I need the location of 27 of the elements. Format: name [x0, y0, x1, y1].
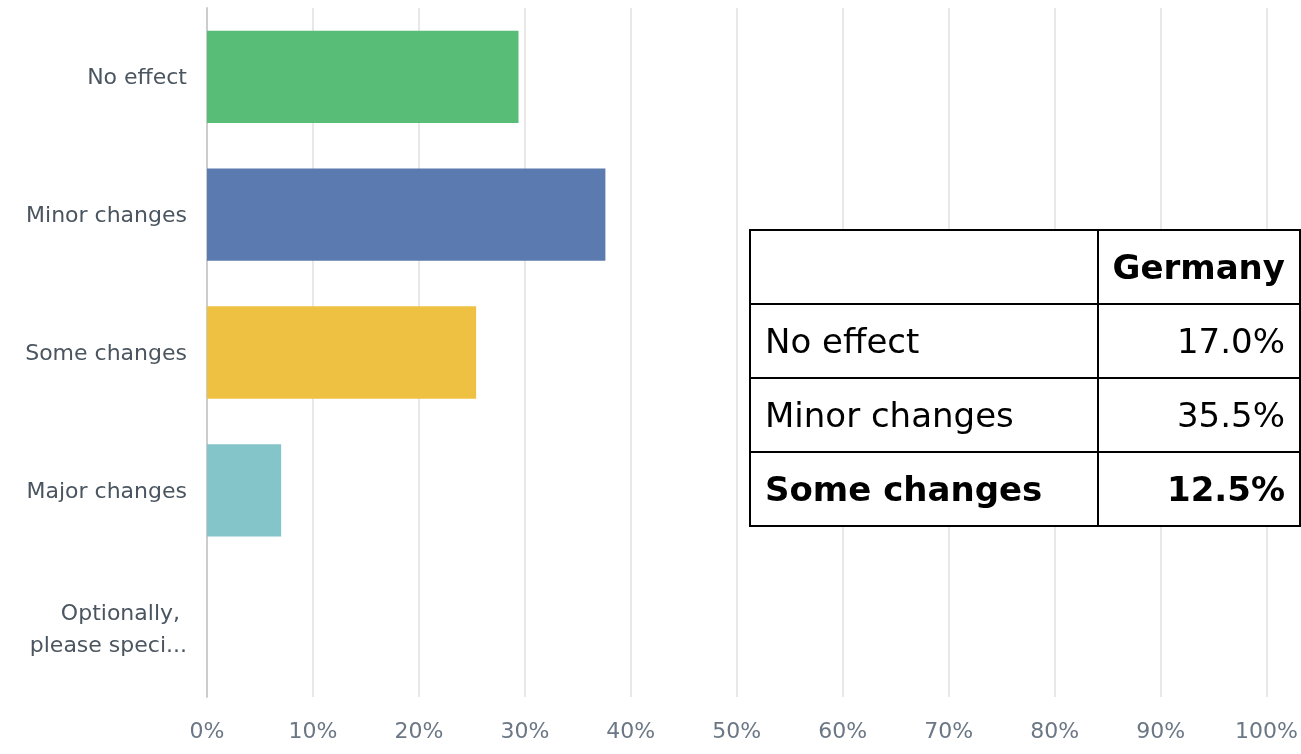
text: 17.0% — [1176, 321, 1285, 361]
x-tick-label: 80% — [1030, 717, 1080, 743]
text: 35.5% — [1176, 395, 1285, 435]
x-tick-label: 30% — [500, 717, 550, 743]
bar — [207, 306, 477, 399]
category-label: No effect — [750, 304, 1098, 378]
text: 12.5% — [1167, 469, 1285, 509]
x-tick-label: 100% — [1235, 717, 1299, 743]
text: Germany — [1097, 230, 1300, 304]
x-tick-label: 60% — [818, 717, 868, 743]
x-tick-label: 90% — [1136, 717, 1186, 743]
bar — [207, 168, 606, 261]
y-tick-label: No effect — [87, 64, 188, 90]
x-tick-label: 50% — [712, 717, 762, 743]
bar — [207, 30, 519, 124]
y-tick-label: Major changes — [26, 477, 187, 503]
x-tick-label: 10% — [288, 717, 338, 743]
category-label: Minor changes — [750, 378, 1098, 452]
y-tick-label: Some changes — [25, 340, 187, 365]
x-tick-label: 0% — [189, 717, 225, 743]
category-label: Some changes — [750, 452, 1098, 526]
bar — [207, 444, 282, 537]
y-tick-label: Minor changes — [26, 202, 187, 228]
x-tick-label: 20% — [394, 717, 444, 743]
y-tick-label: Optionally, please speci... — [29, 599, 187, 657]
x-tick-label: 40% — [606, 717, 656, 743]
x-tick-label: 70% — [924, 717, 974, 743]
